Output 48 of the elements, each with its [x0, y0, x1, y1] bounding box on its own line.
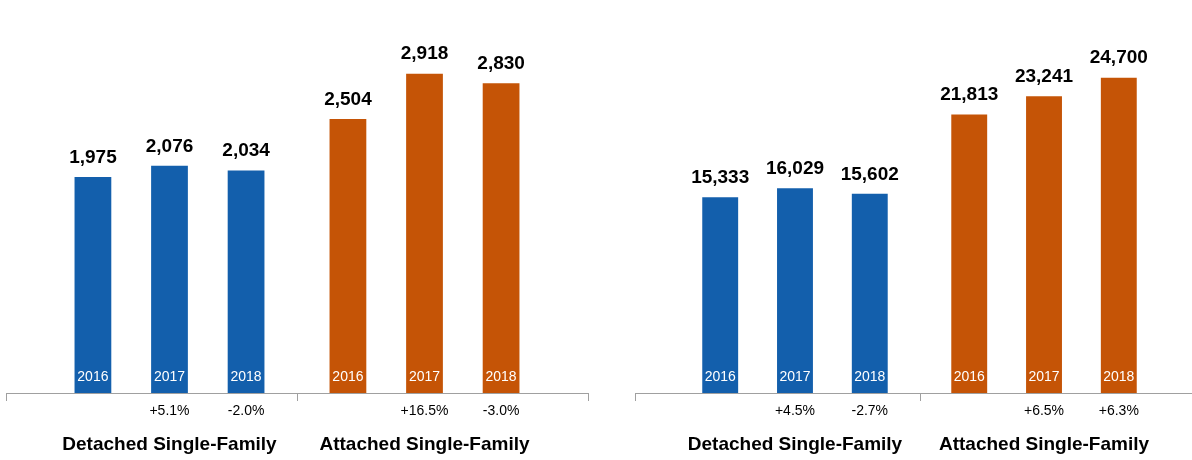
data-label: 1,975	[69, 145, 118, 167]
bar	[227, 170, 265, 393]
bar	[74, 176, 112, 393]
data-label: 23,241	[1014, 65, 1074, 87]
data-label: 2,034	[222, 139, 271, 161]
text: Attached Single-Family	[319, 433, 530, 455]
text: -2.0%	[227, 401, 265, 418]
bar	[951, 114, 988, 393]
data-label: 15,602	[840, 162, 899, 184]
x-tick-label: 2016	[77, 367, 109, 384]
x-tick-label: 2017	[153, 367, 186, 384]
data-label: 2,918	[400, 42, 449, 64]
x-tick-label: 2016	[953, 367, 986, 384]
x-tick-label: 2018	[1103, 367, 1135, 384]
x-tick-label: 2017	[1028, 367, 1060, 384]
text: +16.5%	[400, 401, 449, 418]
bar	[406, 73, 443, 393]
text: +6.3%	[1098, 401, 1139, 418]
text: Detached Single-Family	[687, 433, 903, 455]
data-label: 15,333	[691, 165, 750, 187]
bar	[1026, 96, 1062, 393]
bar	[777, 188, 813, 393]
bar	[151, 165, 188, 393]
text: -2.7%	[851, 401, 889, 418]
data-label: 2,076	[145, 134, 194, 156]
data-label: 2,504	[324, 87, 373, 109]
bar	[482, 83, 520, 393]
x-tick-label: 2017	[779, 367, 811, 384]
bar	[1100, 77, 1137, 393]
x-tick-label: 2016	[332, 367, 364, 384]
text: +5.1%	[149, 401, 190, 418]
x-tick-label: 2016	[704, 367, 736, 384]
bar	[851, 193, 888, 393]
text: +6.5%	[1023, 401, 1065, 418]
bar	[702, 197, 739, 393]
x-tick-label: 2018	[230, 367, 262, 384]
x-tick-label: 2018	[485, 367, 517, 384]
data-label: 21,813	[940, 83, 999, 105]
x-tick-label: 2018	[854, 367, 886, 384]
data-label: 24,700	[1089, 46, 1148, 68]
text: -3.0%	[482, 401, 520, 418]
data-label: 2,830	[477, 52, 525, 74]
text: +4.5%	[774, 401, 816, 418]
bar	[329, 118, 367, 393]
x-tick-label: 2017	[408, 367, 441, 384]
data-label: 16,029	[765, 157, 825, 179]
text: Attached Single-Family	[938, 433, 1150, 455]
text: Detached Single-Family	[62, 433, 278, 455]
